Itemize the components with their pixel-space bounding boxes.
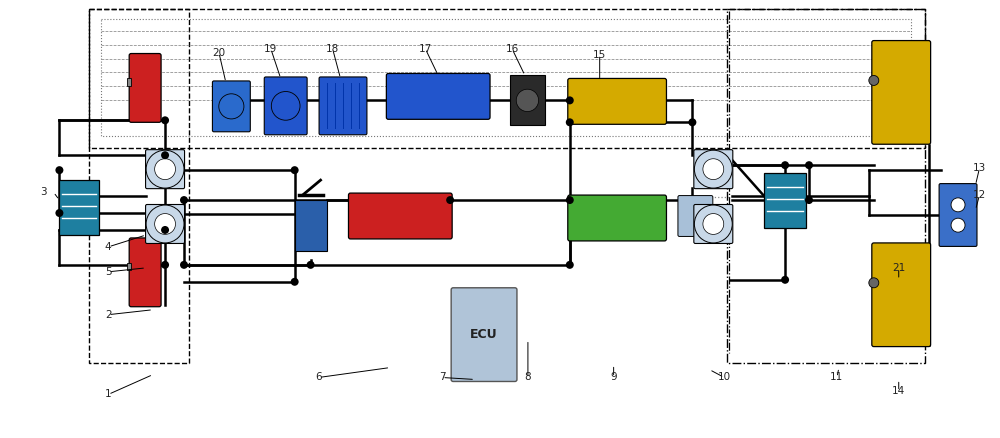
Text: 21: 21 xyxy=(892,263,905,273)
Circle shape xyxy=(516,89,539,112)
Circle shape xyxy=(694,205,732,243)
Text: 17: 17 xyxy=(419,43,432,53)
Circle shape xyxy=(951,198,965,212)
Text: 10: 10 xyxy=(718,372,731,382)
Text: 4: 4 xyxy=(105,242,112,252)
Bar xyxy=(127,263,131,270)
Circle shape xyxy=(805,161,813,169)
Circle shape xyxy=(291,166,299,174)
Circle shape xyxy=(688,118,696,126)
Circle shape xyxy=(781,276,789,284)
Text: 8: 8 xyxy=(525,372,531,382)
Circle shape xyxy=(805,196,813,204)
Circle shape xyxy=(155,159,175,180)
Circle shape xyxy=(307,261,315,269)
Circle shape xyxy=(869,278,879,288)
Circle shape xyxy=(146,205,184,243)
FancyBboxPatch shape xyxy=(568,195,666,241)
FancyBboxPatch shape xyxy=(939,184,977,247)
Circle shape xyxy=(694,150,732,188)
Text: 11: 11 xyxy=(830,372,844,382)
Circle shape xyxy=(446,196,454,204)
Bar xyxy=(510,75,545,125)
Circle shape xyxy=(951,218,965,232)
Text: 6: 6 xyxy=(315,372,322,382)
Text: 13: 13 xyxy=(973,163,986,173)
Circle shape xyxy=(180,261,188,269)
FancyBboxPatch shape xyxy=(146,205,185,244)
Bar xyxy=(101,19,911,136)
Text: 9: 9 xyxy=(610,372,617,382)
Text: 3: 3 xyxy=(40,187,47,197)
Text: 12: 12 xyxy=(973,190,986,200)
FancyBboxPatch shape xyxy=(694,205,733,244)
Circle shape xyxy=(146,150,184,188)
Text: 16: 16 xyxy=(505,43,519,53)
Circle shape xyxy=(161,226,169,234)
FancyBboxPatch shape xyxy=(872,243,931,346)
Circle shape xyxy=(703,159,724,180)
FancyBboxPatch shape xyxy=(146,150,185,189)
FancyBboxPatch shape xyxy=(568,78,666,124)
FancyBboxPatch shape xyxy=(451,288,517,381)
Bar xyxy=(59,180,99,235)
Text: 18: 18 xyxy=(326,43,339,53)
Circle shape xyxy=(55,209,63,217)
FancyBboxPatch shape xyxy=(386,74,490,119)
Circle shape xyxy=(869,75,879,85)
FancyBboxPatch shape xyxy=(319,77,367,135)
Text: 20: 20 xyxy=(212,48,225,57)
Circle shape xyxy=(566,118,574,126)
Circle shape xyxy=(161,151,169,159)
Text: 1: 1 xyxy=(105,389,112,399)
FancyBboxPatch shape xyxy=(129,53,161,122)
FancyBboxPatch shape xyxy=(264,77,307,135)
Text: 14: 14 xyxy=(892,386,905,396)
FancyBboxPatch shape xyxy=(129,238,161,307)
Bar xyxy=(89,9,189,363)
Circle shape xyxy=(566,261,574,269)
Text: 19: 19 xyxy=(264,43,277,53)
FancyBboxPatch shape xyxy=(678,196,713,237)
Circle shape xyxy=(703,214,724,234)
FancyBboxPatch shape xyxy=(694,150,733,189)
Text: 7: 7 xyxy=(439,372,445,382)
Bar xyxy=(127,78,131,86)
Text: ECU: ECU xyxy=(470,328,498,341)
FancyBboxPatch shape xyxy=(872,41,931,144)
Text: 15: 15 xyxy=(593,49,606,60)
FancyBboxPatch shape xyxy=(212,81,250,132)
Circle shape xyxy=(161,261,169,269)
Circle shape xyxy=(55,166,63,174)
Circle shape xyxy=(180,196,188,204)
FancyBboxPatch shape xyxy=(348,193,452,239)
Text: 2: 2 xyxy=(105,310,112,320)
Circle shape xyxy=(781,161,789,169)
Circle shape xyxy=(155,214,175,234)
Circle shape xyxy=(566,96,574,104)
Circle shape xyxy=(566,196,574,204)
Bar xyxy=(727,9,925,363)
Circle shape xyxy=(161,117,169,124)
Text: 5: 5 xyxy=(105,267,112,277)
Circle shape xyxy=(271,92,300,120)
Circle shape xyxy=(291,278,299,286)
Bar xyxy=(764,173,806,228)
Circle shape xyxy=(219,94,244,119)
Bar xyxy=(295,200,327,251)
Bar xyxy=(89,9,925,148)
